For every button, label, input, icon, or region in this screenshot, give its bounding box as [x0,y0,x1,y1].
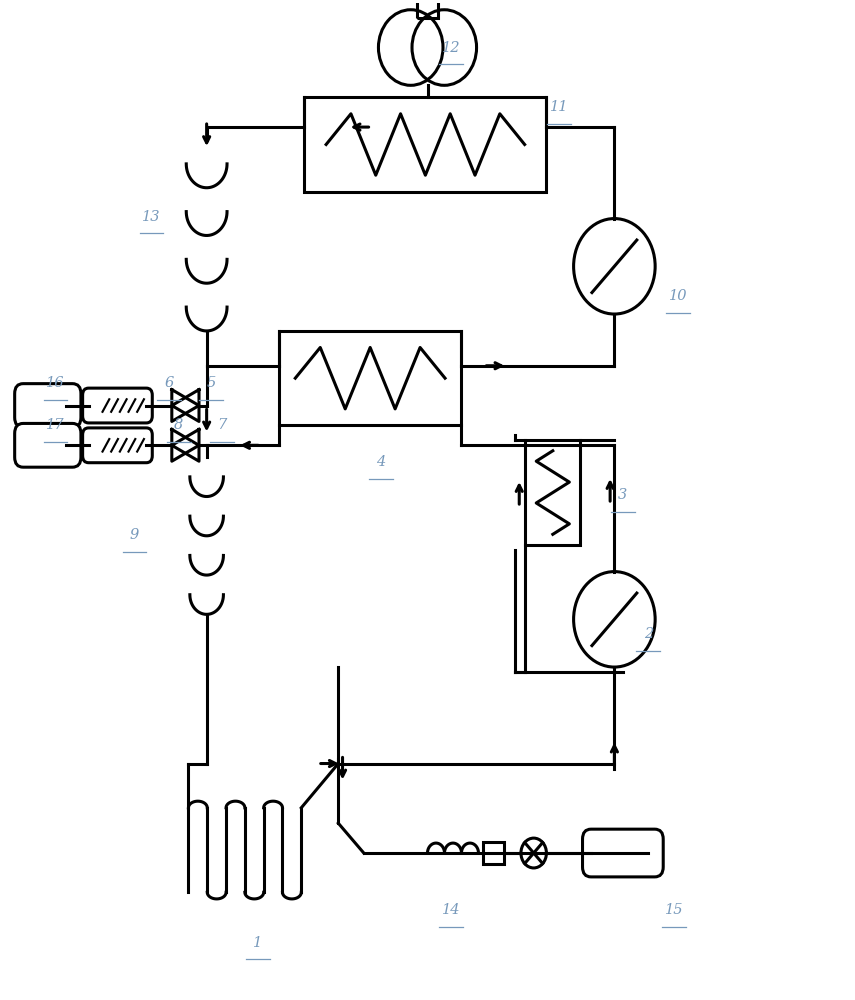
FancyBboxPatch shape [83,428,152,463]
Text: 14: 14 [442,903,461,917]
Text: 9: 9 [130,528,139,542]
Text: 8: 8 [174,418,183,432]
Text: 6: 6 [165,376,174,390]
Text: 17: 17 [46,418,65,432]
Text: 5: 5 [206,376,215,390]
Bar [417,0,438,18]
Text: 4: 4 [376,455,386,469]
Text: 2: 2 [644,627,653,641]
FancyBboxPatch shape [15,384,81,427]
Text: 10: 10 [669,289,687,303]
FancyBboxPatch shape [15,423,81,467]
Bar [304,97,546,192]
Bar [279,331,462,425]
Text: 1: 1 [253,936,262,950]
Text: 15: 15 [664,903,683,917]
Bar [525,440,581,545]
FancyBboxPatch shape [83,388,152,423]
Text: 3: 3 [618,488,628,502]
Text: 13: 13 [142,210,161,224]
Text: 16: 16 [46,376,65,390]
Text: 12: 12 [442,41,461,55]
Text: 11: 11 [550,100,569,114]
Bar [483,842,504,864]
Text: 7: 7 [217,418,227,432]
FancyBboxPatch shape [582,829,663,877]
